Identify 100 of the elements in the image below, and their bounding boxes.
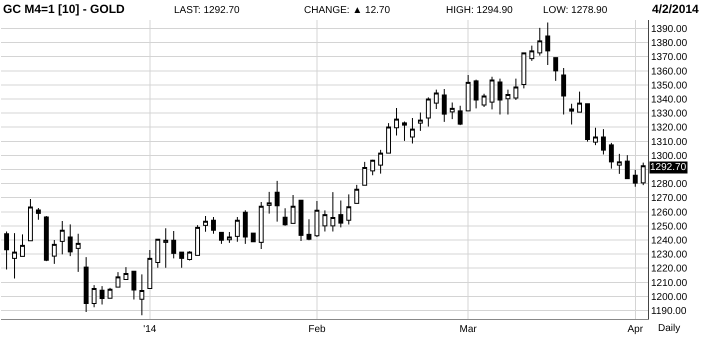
candlestick	[386, 122, 392, 154]
candlestick	[84, 256, 89, 312]
candlestick	[258, 201, 264, 250]
candlestick	[123, 266, 128, 280]
candlestick	[553, 56, 558, 82]
candlestick	[242, 210, 248, 244]
y-tick-label: 1230.00	[651, 250, 688, 261]
candlestick	[36, 208, 41, 220]
chart-title: GC M4=1 [10] - GOLD	[3, 2, 126, 16]
candlestick	[139, 274, 144, 316]
candlestick	[394, 108, 399, 136]
candlestick	[624, 154, 630, 180]
candlestick	[402, 121, 407, 142]
y-tick-label: 1370.00	[651, 52, 688, 64]
candlestick	[410, 118, 415, 144]
candlestick	[561, 67, 566, 115]
x-tick-label: Apr	[627, 324, 644, 335]
text: LAST: 1292.70	[174, 5, 240, 16]
candlestick	[52, 240, 57, 264]
candlestick	[226, 231, 232, 244]
candlestick	[490, 76, 494, 110]
candlestick	[593, 127, 598, 146]
candlestick	[346, 194, 352, 225]
candlestick	[474, 79, 479, 109]
candlestick	[108, 287, 112, 299]
candlestick	[338, 200, 344, 228]
candlestick	[466, 74, 471, 112]
y-tick-label: 1340.00	[651, 94, 688, 106]
text: LOW: 1278.90	[543, 5, 608, 16]
candlestick	[282, 208, 288, 226]
candlestick	[569, 103, 574, 126]
candlestick	[529, 45, 534, 62]
candlestick	[68, 224, 73, 257]
x-tick-label: Mar	[460, 324, 478, 335]
candlestick	[131, 270, 136, 300]
candlestick	[290, 194, 296, 224]
y-tick-label: 1350.00	[651, 80, 688, 92]
candlestick	[600, 128, 606, 156]
candlestick	[274, 180, 280, 222]
candlestick	[362, 161, 368, 186]
candlestick	[92, 284, 97, 308]
candlestick	[20, 234, 25, 257]
candlestick	[378, 149, 384, 174]
y-tick-label: 1390.00	[651, 24, 688, 35]
candlestick	[577, 91, 582, 113]
y-tick-label: 1240.00	[651, 236, 688, 247]
candlestick	[306, 218, 312, 241]
candlestick	[322, 210, 328, 232]
candlestick	[585, 102, 590, 142]
candlestick	[482, 93, 487, 108]
candlestick	[28, 198, 33, 242]
y-tick-label: 1260.00	[651, 207, 688, 218]
candlestick	[100, 286, 105, 305]
candlestick	[640, 162, 646, 186]
candlestick	[545, 22, 550, 66]
x-tick-label: Feb	[308, 324, 326, 335]
candlestick	[330, 192, 336, 232]
candlestick	[442, 88, 447, 122]
y-tick-label: 1280.00	[651, 179, 688, 190]
candlestick	[4, 231, 10, 270]
y-tick-label: 1320.00	[651, 122, 688, 134]
y-tick-label: 1190.00	[651, 306, 687, 318]
candlestick	[163, 228, 168, 268]
text: Daily	[658, 323, 680, 334]
candlestick	[537, 27, 542, 56]
annotation: 1292.70	[650, 162, 687, 173]
candlestick	[458, 105, 463, 126]
candlestick	[632, 169, 638, 188]
candlestick	[616, 153, 622, 174]
candlestick	[171, 230, 176, 259]
candlestick	[498, 78, 502, 115]
y-tick-label: 1270.00	[651, 193, 688, 204]
candlestick	[608, 142, 614, 170]
candlestick	[266, 191, 272, 214]
candlestick	[195, 224, 200, 256]
text: CHANGE: ▲ 12.70	[304, 5, 390, 16]
text: HIGH: 1294.90	[446, 5, 514, 16]
candlestick	[76, 233, 81, 272]
candlestick	[298, 199, 304, 242]
candlestick	[426, 96, 431, 127]
y-tick-label: 1220.00	[651, 264, 688, 275]
candlestick	[60, 220, 65, 255]
candlestick	[354, 184, 360, 204]
candlestick	[218, 232, 224, 244]
x-tick-label: '14	[143, 324, 157, 335]
candlestick	[418, 112, 423, 132]
candlestick	[370, 159, 376, 176]
candlestick	[155, 238, 160, 268]
candlestick	[521, 52, 526, 89]
candlestick	[44, 216, 49, 262]
candlestick	[513, 78, 518, 100]
candlestick	[179, 252, 184, 268]
candlestick	[450, 102, 455, 120]
y-tick-label: 1210.00	[651, 278, 688, 289]
candlestick	[234, 216, 240, 242]
candlestick	[211, 216, 216, 234]
y-tick-label: 1380.00	[651, 38, 688, 50]
y-tick-label: 1250.00	[651, 221, 688, 232]
candlestick	[314, 200, 320, 238]
candlestick	[147, 250, 152, 290]
